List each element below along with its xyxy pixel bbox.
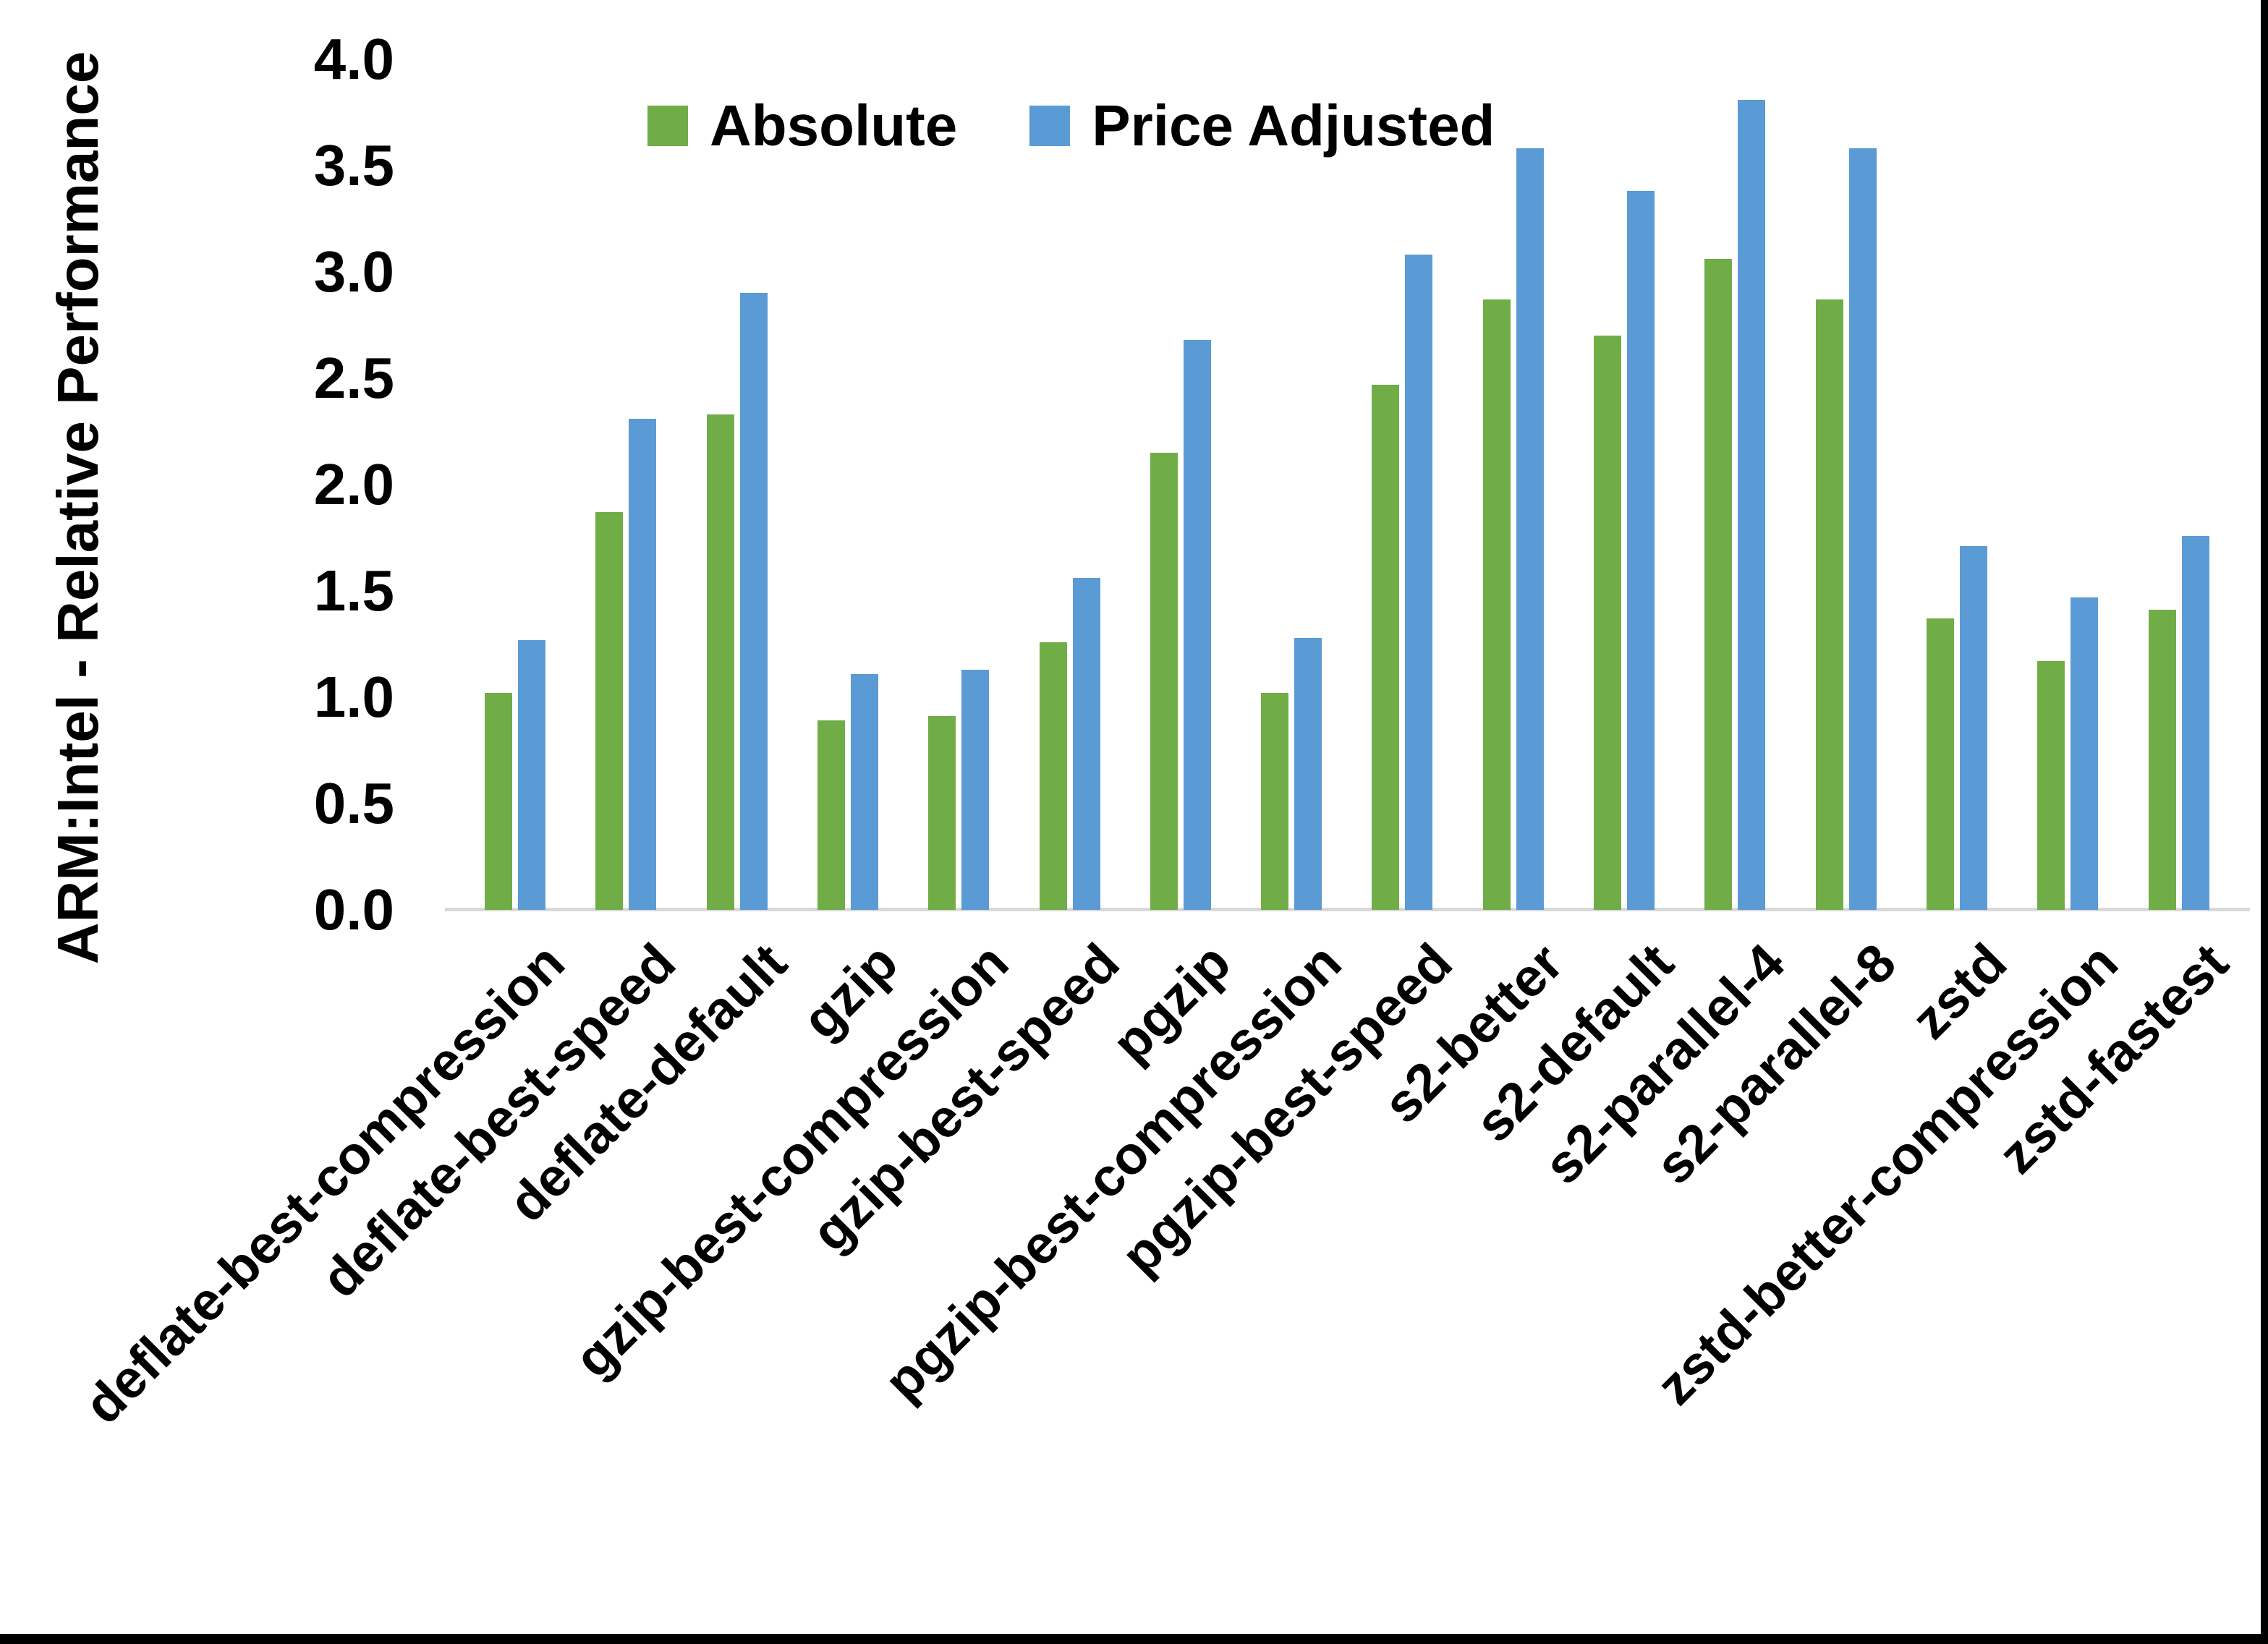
bar-absolute-s2-default xyxy=(1594,336,1621,910)
y-tick-label-0.0: 0.0 xyxy=(313,877,394,942)
bar-absolute-gzip-best-compression xyxy=(928,716,956,910)
x-category-label-deflate-best-compression: deflate-best-compression xyxy=(72,932,577,1436)
y-tick-label-4.0: 4.0 xyxy=(313,27,394,91)
bar-price-adjusted-deflate-best-compression xyxy=(518,639,545,910)
bar-absolute-deflate-default xyxy=(706,414,734,910)
y-tick-label-3.0: 3.0 xyxy=(313,239,394,304)
bar-absolute-pgzip-best-compression xyxy=(1261,693,1289,910)
bar-absolute-s2-parallel-8 xyxy=(1815,299,1843,910)
y-tick-label-2.0: 2.0 xyxy=(313,452,394,516)
bar-price-adjusted-deflate-default xyxy=(739,293,768,910)
bar-absolute-pgzip xyxy=(1150,452,1178,910)
legend-swatch-icon xyxy=(647,106,688,146)
bar-price-adjusted-deflate-best-speed xyxy=(629,418,657,910)
bar-absolute-s2-parallel-4 xyxy=(1704,259,1733,910)
legend-entry-absolute: Absolute xyxy=(647,93,957,159)
bar-price-adjusted-gzip-best-compression xyxy=(961,669,990,910)
x-axis-line xyxy=(445,908,2250,911)
y-tick-label-3.5: 3.5 xyxy=(313,133,394,197)
bar-absolute-deflate-best-compression xyxy=(485,693,512,910)
bar-price-adjusted-s2-default xyxy=(1627,191,1655,910)
frame-border-bottom xyxy=(0,1634,2268,1644)
bar-price-adjusted-zstd xyxy=(1959,546,1987,910)
bar-price-adjusted-pgzip-best-speed xyxy=(1405,255,1433,910)
bar-absolute-gzip xyxy=(817,720,845,910)
bar-absolute-zstd xyxy=(1926,618,1954,910)
bar-price-adjusted-zstd-better-compression xyxy=(2070,597,2099,910)
bar-price-adjusted-s2-parallel-4 xyxy=(1738,99,1766,910)
bar-price-adjusted-gzip xyxy=(850,673,878,910)
frame-border-right xyxy=(2261,0,2268,1644)
bar-absolute-zstd-better-compression xyxy=(2037,661,2065,910)
legend-swatch-icon xyxy=(1029,106,1071,146)
bar-absolute-deflate-best-speed xyxy=(595,512,624,910)
bar-price-adjusted-pgzip xyxy=(1183,340,1211,910)
legend-entry-price-adjusted: Price Adjusted xyxy=(1029,93,1495,159)
bar-absolute-zstd-fastest xyxy=(2148,610,2176,910)
y-tick-label-1.5: 1.5 xyxy=(313,558,394,623)
bar-absolute-gzip-best-speed xyxy=(1039,642,1067,910)
bar-price-adjusted-s2-parallel-8 xyxy=(1848,148,1877,910)
bar-price-adjusted-pgzip-best-compression xyxy=(1294,637,1322,910)
legend-label: Absolute xyxy=(710,93,958,158)
y-tick-label-1.0: 1.0 xyxy=(313,665,394,729)
bar-price-adjusted-s2-better xyxy=(1516,148,1544,910)
bar-price-adjusted-zstd-fastest xyxy=(2181,535,2209,910)
bar-absolute-s2-better xyxy=(1482,299,1511,910)
legend: Absolute Price Adjusted xyxy=(647,93,1495,159)
bar-price-adjusted-gzip-best-speed xyxy=(1072,578,1100,910)
y-tick-label-0.5: 0.5 xyxy=(313,771,394,835)
bar-absolute-pgzip-best-speed xyxy=(1372,384,1400,910)
legend-label: Price Adjusted xyxy=(1092,93,1495,158)
y-tick-label-2.5: 2.5 xyxy=(313,346,394,410)
